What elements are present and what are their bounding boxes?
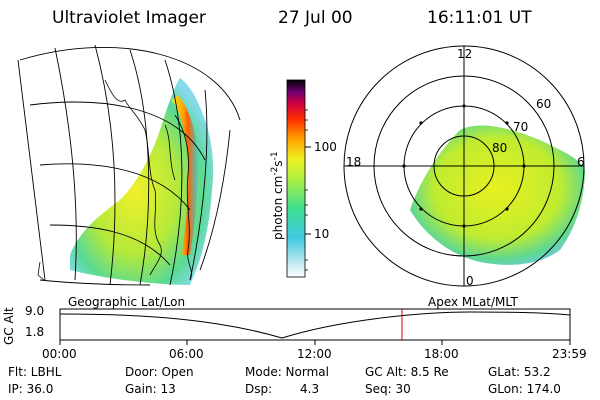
mlt-label-0: 0 [466,274,474,288]
ip-label: IP: 36.0 [8,382,54,396]
timeline-xtick-0600: 06:00 [169,347,204,361]
seq-label: Seq: 30 [365,382,411,396]
dsp-value: 4.3 [300,382,320,396]
aurora-emission-left [70,78,214,285]
time-label: 16:11:01 UT [427,8,532,28]
mode-label: Mode: Normal [245,365,329,379]
timeline-ytick-high: 9.0 [25,304,45,318]
left-panel-caption: Geographic Lat/Lon [68,295,186,309]
gcalt-label: GC Alt: 8.5 Re [365,365,449,379]
aurora-emission-right [410,125,585,265]
glat-label: GLat: 53.2 [488,365,551,379]
lat-label-80: 80 [492,141,508,155]
timeline-ytick-low: 1.8 [25,325,45,339]
flt-label: Flt: LBHL [8,365,62,379]
mlt-label-6: 6 [577,155,585,169]
mlt-label-12: 12 [457,47,473,61]
timeline-xtick-1200: 12:00 [297,347,332,361]
mlt-label-18: 18 [346,155,362,169]
timeline-xtick-0000: 00:00 [42,347,77,361]
app-title: Ultraviolet Imager [52,8,206,28]
colorbar-tick-10: 10 [314,227,330,241]
timeline-ylabel: GC Alt [2,307,16,345]
aurora-oval-bright [172,95,198,255]
dsp-label: Dsp: [245,382,273,396]
lat-label-60: 60 [536,97,552,111]
door-label: Door: Open [125,365,194,379]
date-label: 27 Jul 00 [278,8,353,28]
timeline-xtick-1800: 18:00 [424,347,459,361]
glon-label: GLon: 174.0 [488,382,561,396]
colorbar-tick-100: 100 [314,140,337,154]
right-panel-caption: Apex MLat/MLT [428,295,518,309]
lat-label-70: 70 [513,120,529,134]
gain-label: Gain: 13 [125,382,176,396]
timeline-xtick-2359: 23:59 [552,347,587,361]
